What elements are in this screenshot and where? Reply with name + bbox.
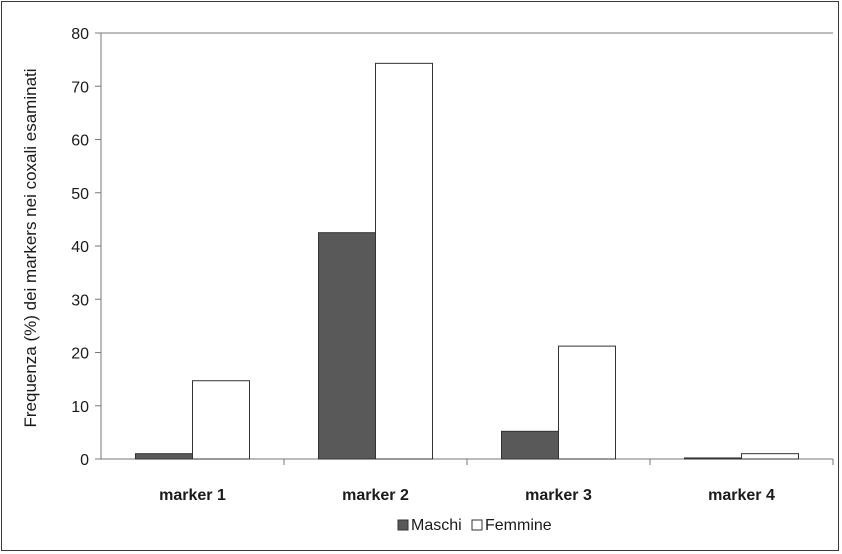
- bar-maschi-marker-1: [135, 453, 193, 460]
- x-tick-label: marker 2: [342, 487, 409, 504]
- y-tick-label: 60: [71, 133, 89, 150]
- y-tick-label: 30: [71, 292, 89, 309]
- bar-femmine-marker-4: [741, 453, 799, 460]
- bar-femmine-marker-2: [375, 62, 433, 460]
- x-tick-label: marker 3: [525, 487, 592, 504]
- legend-label-maschi: Maschi: [411, 517, 462, 534]
- x-tick-label: marker 4: [708, 487, 775, 504]
- legend-swatch-femmine: [471, 519, 483, 531]
- y-tick-label: 40: [71, 239, 89, 256]
- bar-femmine-marker-3: [558, 345, 616, 460]
- bar-maschi-marker-2: [318, 232, 376, 460]
- y-tick-label: 20: [71, 346, 89, 363]
- bar-femmine-marker-1: [192, 380, 250, 460]
- y-axis-title: Frequenza (%) dei markers nei coxali esa…: [21, 68, 40, 427]
- x-tick-label: marker 1: [159, 487, 226, 504]
- bar-maschi-marker-3: [501, 430, 559, 460]
- y-tick-label: 80: [71, 26, 89, 43]
- y-tick-label: 50: [71, 186, 89, 203]
- bar-maschi-marker-4: [684, 457, 742, 460]
- y-tick-label: 70: [71, 79, 89, 96]
- y-tick-label: 10: [71, 399, 89, 416]
- legend-swatch-maschi: [397, 519, 409, 531]
- y-axis-title-group: Frequenza (%) dei markers nei coxali esa…: [21, 68, 40, 427]
- legend-label-femmine: Femmine: [485, 517, 552, 534]
- y-tick-label: 0: [80, 452, 89, 469]
